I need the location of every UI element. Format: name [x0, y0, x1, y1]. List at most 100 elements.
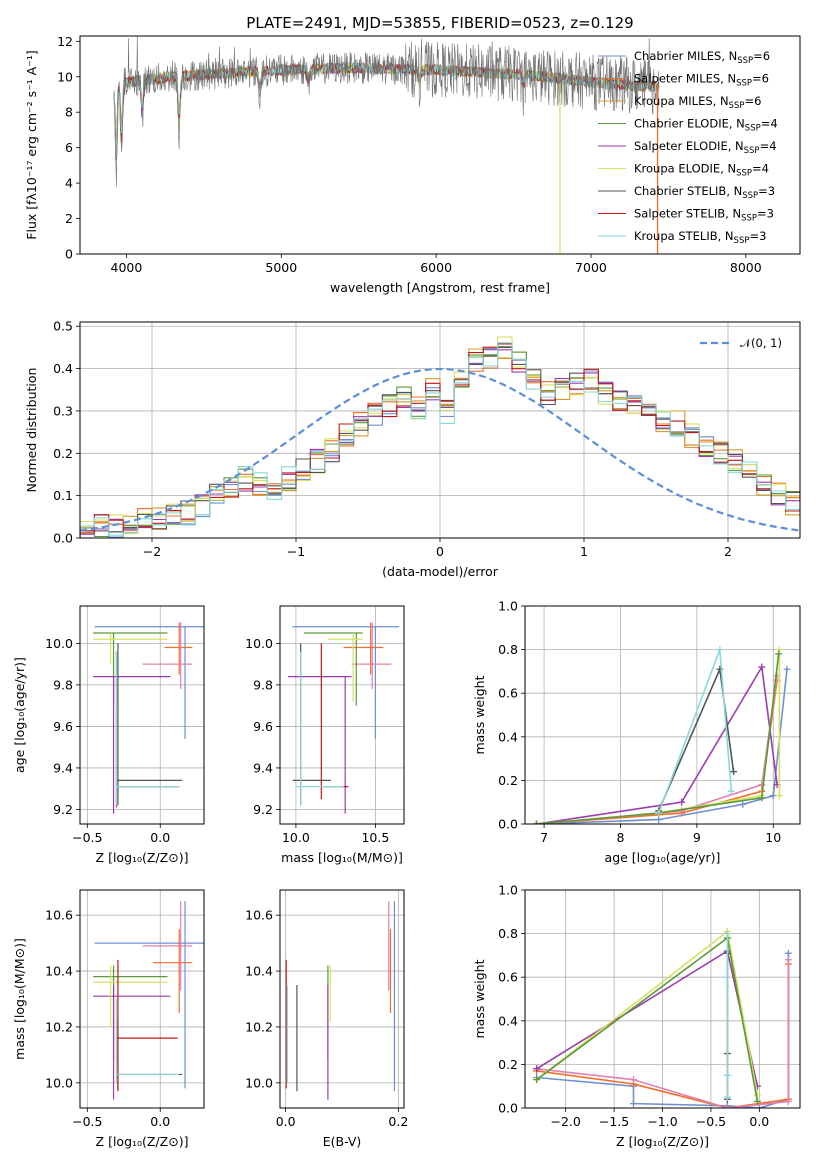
legend-subscript: SSP	[734, 236, 750, 246]
y-tick-label: 10.2	[45, 1019, 73, 1034]
legend-suffix: =4	[752, 162, 769, 176]
legend-entry: Salpeter STELIB, NSSP=3	[634, 207, 774, 224]
y-tick-label: 1.0	[498, 883, 518, 898]
weight-series-line	[536, 959, 790, 1108]
y-tick-label: 10.0	[45, 1075, 73, 1090]
weight-marker	[739, 800, 747, 808]
weight-marker	[784, 1097, 792, 1105]
y-tick-label: 10.0	[45, 636, 73, 651]
x-tick-label: −1.0	[647, 1114, 677, 1129]
weight-marker	[775, 650, 783, 658]
x-tick-label: 0.0	[150, 830, 170, 845]
legend-suffix: =3	[758, 184, 775, 198]
y-tick-label: 9.2	[253, 802, 273, 817]
legend-subscript: SSP	[745, 124, 761, 134]
weight-marker	[723, 930, 731, 938]
y-axis-label: Normed distribution	[24, 368, 39, 493]
x-tick-label: 0.0	[276, 1114, 296, 1129]
x-tick-label: 10	[765, 830, 781, 845]
legend-suffix: =3	[757, 207, 774, 221]
y-tick-label: 0.5	[53, 319, 73, 334]
y-tick-label: 10.0	[245, 636, 273, 651]
mass_vs_Z-frame	[79, 889, 205, 1109]
legend-suffix: =6	[752, 72, 769, 86]
x-axis-label: E(B-V)	[323, 1134, 362, 1149]
x-tick-label: 8000	[730, 260, 762, 275]
weight-marker	[775, 646, 783, 654]
y-tick-label: 0.4	[498, 1013, 518, 1028]
x-tick-label: 8	[617, 830, 625, 845]
x-tick-label: −1.5	[599, 1114, 629, 1129]
y-tick-label: 1.0	[498, 599, 518, 614]
weight-marker	[533, 1076, 541, 1084]
y-tick-label: 6	[65, 140, 73, 155]
y-tick-label: 0.0	[53, 531, 73, 546]
weight-series-line	[536, 653, 780, 824]
weight-marker	[775, 792, 783, 800]
legend-subscript: SSP	[741, 214, 757, 224]
y-tick-label: 4	[65, 176, 73, 191]
legend-subscript: SSP	[737, 56, 753, 66]
y-tick-label: 9.4	[253, 760, 273, 775]
legend-entry: Salpeter ELODIE, NSSP=4	[634, 139, 777, 156]
legend-entry: Chabrier STELIB, NSSP=3	[634, 184, 775, 201]
weight-marker	[629, 1076, 637, 1084]
y-tick-label: 10.6	[245, 908, 273, 923]
weight-series-line	[536, 669, 788, 824]
y-tick-label: 0.1	[53, 488, 73, 503]
legend-label: Kroupa MILES, N	[634, 94, 729, 108]
weight-marker	[753, 1097, 761, 1105]
weight-marker	[532, 820, 540, 824]
x-axis-label: wavelength [Angstrom, rest frame]	[330, 280, 550, 295]
legend-label: Salpeter ELODIE, N	[634, 139, 744, 153]
y-tick-label: 0.6	[498, 686, 518, 701]
legend-label: Salpeter STELIB, N	[634, 207, 741, 221]
y-tick-label: 0.4	[498, 729, 518, 744]
x-tick-label: −0.5	[696, 1114, 726, 1129]
weight-marker	[784, 956, 792, 964]
y-tick-label: 9.6	[53, 719, 73, 734]
x-tick-label: 2	[724, 544, 732, 559]
weight-marker	[784, 949, 792, 957]
legend-entry: Kroupa STELIB, NSSP=3	[634, 229, 766, 246]
x-tick-label: −2.0	[550, 1114, 580, 1129]
mass_vs_Z-plot-area	[93, 901, 204, 1100]
x-axis-label: (data-model)/error	[382, 564, 499, 579]
y-tick-label: 9.4	[53, 760, 73, 775]
x-tick-label: 0	[436, 544, 444, 559]
y-axis-label: mass weight	[472, 959, 487, 1038]
weight-marker	[783, 665, 791, 673]
legend-subscript: SSP	[742, 191, 758, 201]
legend-label: Chabrier ELODIE, N	[634, 117, 745, 131]
weight-series-line	[536, 936, 759, 1102]
legend-suffix: =4	[760, 139, 777, 153]
y-tick-label: 10.6	[45, 908, 73, 923]
residuals-plot-area	[80, 336, 800, 538]
weight-marker	[533, 1065, 541, 1073]
x-tick-label: −2	[143, 544, 161, 559]
x-tick-label: 9	[693, 830, 701, 845]
weight-marker	[723, 1071, 731, 1079]
legend-subscript: SSP	[729, 101, 745, 111]
weight-series-line	[657, 666, 735, 812]
mass_vs_ebv-plot-area	[285, 901, 396, 1100]
y-tick-label: 2	[65, 211, 73, 226]
x-tick-label: 7000	[575, 260, 607, 275]
weight_vs_Z-plot-area	[533, 927, 792, 1108]
y-tick-label: 0.2	[498, 773, 518, 788]
legend-suffix: =6	[744, 94, 761, 108]
age_vs_Z-frame	[79, 605, 205, 825]
weight-marker	[629, 1100, 637, 1108]
spectrum-plot-area	[113, 36, 660, 254]
x-tick-label: 4000	[111, 260, 143, 275]
x-tick-label: 10.0	[282, 830, 310, 845]
weight-marker	[769, 792, 777, 800]
legend-entry: Chabrier ELODIE, NSSP=4	[634, 117, 778, 134]
legend-entry: 𝒩(0, 1)	[740, 336, 782, 350]
weight-marker	[678, 798, 686, 806]
x-tick-label: 7	[540, 830, 548, 845]
x-tick-label: 0.0	[749, 1114, 769, 1129]
y-tick-label: 0.0	[498, 1101, 518, 1116]
legend-entry: Salpeter MILES, NSSP=6	[634, 72, 769, 89]
x-axis-label: Z [log₁₀(Z/Z⊙)]	[616, 1134, 709, 1149]
